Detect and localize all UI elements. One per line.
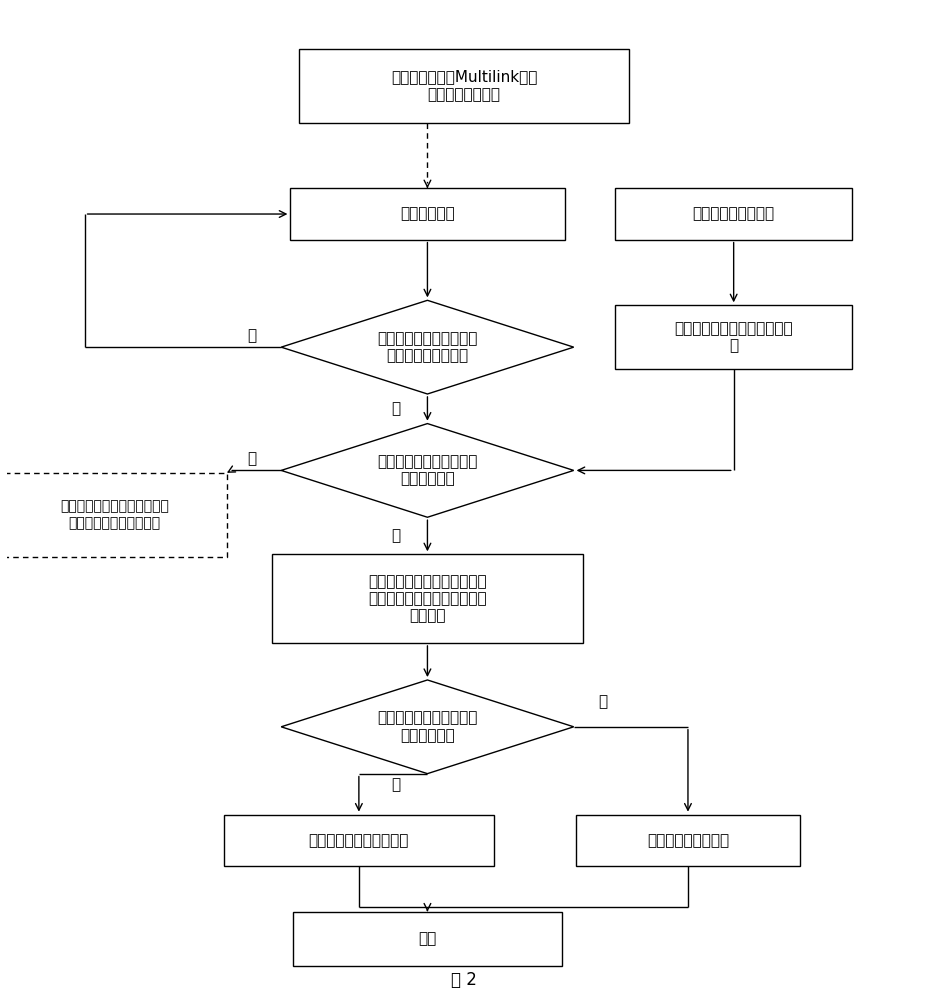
Text: 该分片能否和其他分片组
装成完整报文: 该分片能否和其他分片组 装成完整报文	[377, 454, 477, 487]
FancyBboxPatch shape	[290, 188, 564, 240]
Text: 数据报文收发前Multilink组创
建分片组装定时器: 数据报文收发前Multilink组创 建分片组装定时器	[390, 70, 537, 102]
Text: 检测并组装等待队列里所有可
组装完整的报文，清理相关的
报文分片: 检测并组装等待队列里所有可 组装完整的报文，清理相关的 报文分片	[368, 574, 487, 624]
FancyBboxPatch shape	[615, 188, 852, 240]
Text: 是: 是	[390, 777, 400, 792]
Polygon shape	[281, 424, 573, 517]
FancyBboxPatch shape	[223, 815, 493, 866]
Text: 该分片携带的序列号是否
为当前等待的序列号: 该分片携带的序列号是否 为当前等待的序列号	[377, 331, 477, 363]
Text: 结束: 结束	[418, 931, 436, 946]
Polygon shape	[281, 680, 573, 774]
FancyBboxPatch shape	[292, 912, 562, 966]
Text: 分片组装定时器超时: 分片组装定时器超时	[692, 207, 774, 222]
Text: 重新启动分片组装定时器: 重新启动分片组装定时器	[309, 833, 409, 848]
Text: 否: 否	[248, 451, 256, 466]
Text: 清理当前未完成组装的报文分
片: 清理当前未完成组装的报文分 片	[674, 321, 792, 353]
Text: 是: 是	[390, 401, 400, 416]
FancyBboxPatch shape	[576, 815, 799, 866]
Text: 图 2: 图 2	[451, 971, 476, 989]
FancyBboxPatch shape	[3, 473, 226, 557]
Text: 停止分片组装定时器: 停止分片组装定时器	[646, 833, 729, 848]
FancyBboxPatch shape	[615, 305, 852, 369]
Text: 等待队列里还有未完成组
装的报文分片: 等待队列里还有未完成组 装的报文分片	[377, 711, 477, 743]
Text: 收到一个分片: 收到一个分片	[400, 207, 454, 222]
Text: 否: 否	[598, 695, 607, 710]
Text: 否: 否	[248, 328, 256, 343]
FancyBboxPatch shape	[299, 49, 628, 123]
Text: 进入失序分片处理流程，分片
组装定时器时间继续倒数: 进入失序分片处理流程，分片 组装定时器时间继续倒数	[60, 500, 169, 530]
FancyBboxPatch shape	[272, 554, 582, 643]
Text: 是: 是	[390, 528, 400, 543]
Polygon shape	[281, 300, 573, 394]
